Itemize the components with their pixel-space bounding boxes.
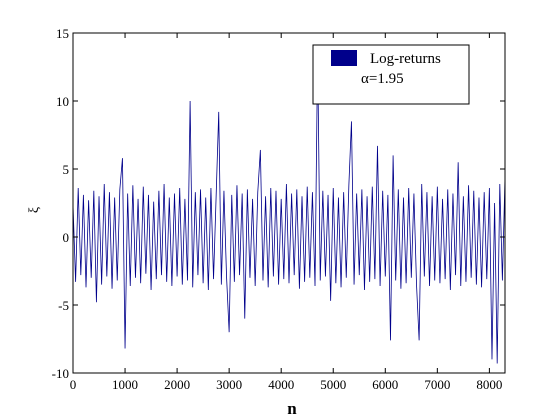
y-tick-label: -5 xyxy=(58,298,69,313)
y-tick-label: 0 xyxy=(63,230,70,245)
x-tick-label: 4000 xyxy=(268,377,294,392)
y-tick-label: 5 xyxy=(63,162,70,177)
plot-frame xyxy=(72,32,506,374)
legend-label: Log-returns xyxy=(370,51,441,67)
y-tick-label: -10 xyxy=(52,366,69,381)
y-tick-label: 10 xyxy=(56,94,69,109)
x-tick-label: 3000 xyxy=(216,377,242,392)
x-axis-label: n xyxy=(287,399,297,418)
x-tick-label: 0 xyxy=(70,377,77,392)
x-tick-label: 1000 xyxy=(112,377,138,392)
y-tick-label: 15 xyxy=(56,26,69,41)
annotation: α=1.95 xyxy=(361,71,404,87)
x-tick-label: 7000 xyxy=(424,377,450,392)
x-tick-label: 8000 xyxy=(476,377,502,392)
legend-swatch xyxy=(331,50,357,66)
x-tick-label: 2000 xyxy=(164,377,190,392)
x-tick-label: 6000 xyxy=(372,377,398,392)
x-tick-label: 5000 xyxy=(320,377,346,392)
y-axis-label: ξ xyxy=(27,207,42,213)
data-line xyxy=(72,50,506,364)
